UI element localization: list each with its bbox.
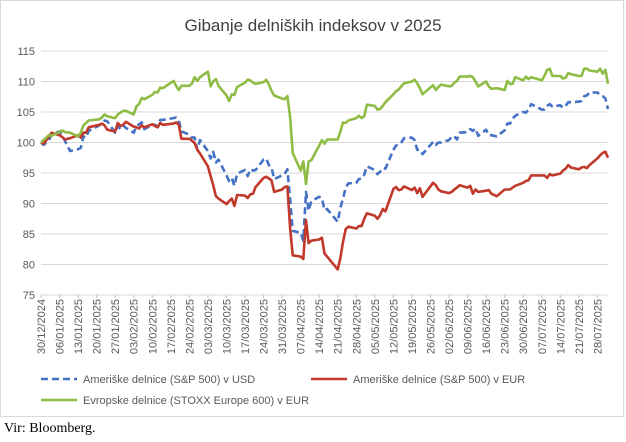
x-tick-label: 19/05/2025	[407, 299, 419, 354]
x-tick-label: 17/02/2025	[166, 299, 178, 354]
chart-title: Gibanje delniških indeksov v 2025	[184, 16, 441, 35]
x-tick-label: 21/07/2025	[574, 299, 586, 354]
y-tick-label: 100	[17, 138, 35, 150]
line-chart: Gibanje delniških indeksov v 2025 75 80 85…	[17, 16, 610, 407]
y-tick-label: 80	[23, 260, 35, 272]
legend-label-2: Ameriške delnice (S&P 500) v EUR	[353, 374, 525, 386]
x-axis: 30/12/2024 06/01/2025 13/01/2025 20/01/2025…	[36, 295, 604, 354]
x-tick-label: 16/06/2025	[481, 299, 493, 354]
x-tick-label: 10/03/2025	[221, 299, 233, 354]
y-tick-label: 85	[23, 229, 35, 241]
x-tick-label: 07/07/2025	[537, 299, 549, 354]
x-tick-label: 14/07/2025	[555, 299, 567, 354]
x-tick-label: 20/01/2025	[92, 299, 104, 354]
x-tick-label: 31/03/2025	[277, 299, 289, 354]
x-tick-label: 13/01/2025	[73, 299, 85, 354]
series-line-1	[40, 91, 610, 242]
x-tick-label: 10/02/2025	[147, 299, 159, 354]
series-line-2	[40, 120, 610, 271]
y-tick-label: 105	[17, 107, 35, 119]
x-tick-label: 30/12/2024	[36, 299, 48, 354]
x-tick-label: 27/01/2025	[110, 299, 122, 354]
legend-label-1: Ameriške delnice (S&P 500) v USD	[83, 374, 255, 386]
x-tick-label: 09/06/2025	[463, 299, 475, 354]
x-tick-label: 05/05/2025	[370, 299, 382, 354]
legend-label-3: Evropske delnice (STOXX Europe 600) v EU…	[83, 395, 309, 407]
y-tick-label: 110	[17, 77, 35, 89]
x-tick-label: 30/06/2025	[518, 299, 530, 354]
y-tick-label: 90	[23, 199, 35, 211]
series-lines	[40, 67, 610, 271]
source-note: Vir: Bloomberg.	[4, 421, 96, 436]
series-line-3	[40, 67, 610, 186]
x-tick-label: 24/03/2025	[259, 299, 271, 354]
x-tick-label: 28/04/2025	[351, 299, 363, 354]
y-tick-label: 95	[23, 168, 35, 180]
chart-frame: Gibanje delniških indeksov v 2025 75 80 85…	[0, 0, 624, 417]
x-tick-label: 03/03/2025	[203, 299, 215, 354]
x-tick-label: 21/04/2025	[333, 299, 345, 354]
x-tick-label: 17/03/2025	[240, 299, 252, 354]
y-tick-label: 115	[17, 46, 35, 58]
x-tick-label: 03/02/2025	[129, 299, 141, 354]
x-tick-label: 07/04/2025	[296, 299, 308, 354]
x-tick-label: 23/06/2025	[500, 299, 512, 354]
x-tick-label: 14/04/2025	[314, 299, 326, 354]
x-tick-label: 24/02/2025	[184, 299, 196, 354]
x-tick-label: 28/07/2025	[592, 299, 604, 354]
y-axis: 75 80 85 90 95 100 105 110 115	[17, 46, 35, 302]
x-tick-label: 26/05/2025	[425, 299, 437, 354]
y-tick-label: 75	[23, 290, 35, 302]
gridlines	[41, 50, 608, 296]
x-tick-label: 12/05/2025	[388, 299, 400, 354]
legend: Ameriške delnice (S&P 500) v USD Ameriške…	[41, 374, 525, 407]
x-tick-label: 02/06/2025	[444, 299, 456, 354]
x-tick-label: 06/01/2025	[55, 299, 67, 354]
